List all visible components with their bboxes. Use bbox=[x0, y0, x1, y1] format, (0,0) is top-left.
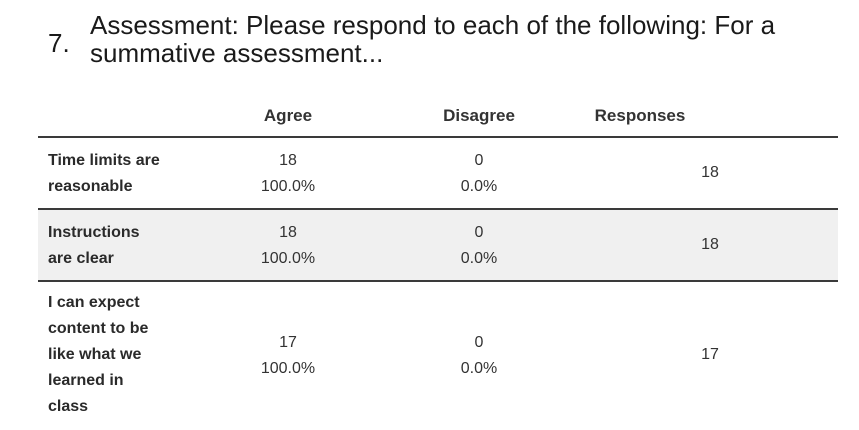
agree-percent: 100.0% bbox=[260, 178, 316, 195]
agree-count: 18 bbox=[279, 224, 297, 241]
agree-percent: 100.0% bbox=[260, 360, 316, 377]
disagree-cell: 0 0.0% bbox=[419, 148, 539, 200]
agree-percent: 100.0% bbox=[260, 250, 316, 267]
agree-cell: 18 100.0% bbox=[228, 148, 348, 200]
row-label-line: like what we bbox=[48, 346, 142, 363]
row-label-line: class bbox=[48, 398, 89, 415]
agree-count: 18 bbox=[279, 152, 297, 169]
row-label-line: Time limits are bbox=[48, 152, 160, 169]
agree-cell: 17 100.0% bbox=[228, 330, 348, 382]
row-label-line: are clear bbox=[48, 250, 114, 267]
row-label: Time limits are reasonable bbox=[48, 148, 160, 200]
disagree-percent: 0.0% bbox=[460, 250, 498, 267]
disagree-count: 0 bbox=[474, 224, 484, 241]
table-row: Time limits are reasonable 18 100.0% 0 0… bbox=[38, 136, 838, 208]
question-number: 7. bbox=[48, 28, 70, 58]
table-row: Instructions are clear 18 100.0% 0 0.0% … bbox=[38, 208, 838, 280]
table-header-row: Agree Disagree Responses bbox=[38, 100, 838, 136]
results-table: Agree Disagree Responses Time limits are… bbox=[38, 100, 838, 430]
question-title: Assessment: Please respond to each of th… bbox=[90, 10, 776, 68]
disagree-percent: 0.0% bbox=[460, 360, 498, 377]
disagree-percent: 0.0% bbox=[460, 178, 498, 195]
responses-cell: 18 bbox=[701, 236, 719, 253]
responses-cell: 18 bbox=[701, 164, 719, 181]
disagree-count: 0 bbox=[474, 152, 484, 169]
disagree-cell: 0 0.0% bbox=[419, 220, 539, 272]
responses-cell: 17 bbox=[701, 346, 719, 363]
agree-count: 17 bbox=[279, 334, 297, 351]
row-label-line: Instructions bbox=[48, 224, 140, 241]
row-label-line: I can expect bbox=[48, 294, 140, 311]
row-label-line: reasonable bbox=[48, 178, 133, 195]
disagree-cell: 0 0.0% bbox=[419, 330, 539, 382]
header-responses: Responses bbox=[594, 106, 686, 125]
row-label-line: learned in bbox=[48, 372, 124, 389]
row-label-line: content to be bbox=[48, 320, 149, 337]
agree-cell: 18 100.0% bbox=[228, 220, 348, 272]
header-agree: Agree bbox=[263, 106, 313, 125]
row-label: Instructions are clear bbox=[48, 220, 140, 272]
table-row: I can expect content to be like what we … bbox=[38, 280, 838, 430]
disagree-count: 0 bbox=[474, 334, 484, 351]
row-label: I can expect content to be like what we … bbox=[48, 290, 148, 420]
header-disagree: Disagree bbox=[443, 106, 515, 125]
